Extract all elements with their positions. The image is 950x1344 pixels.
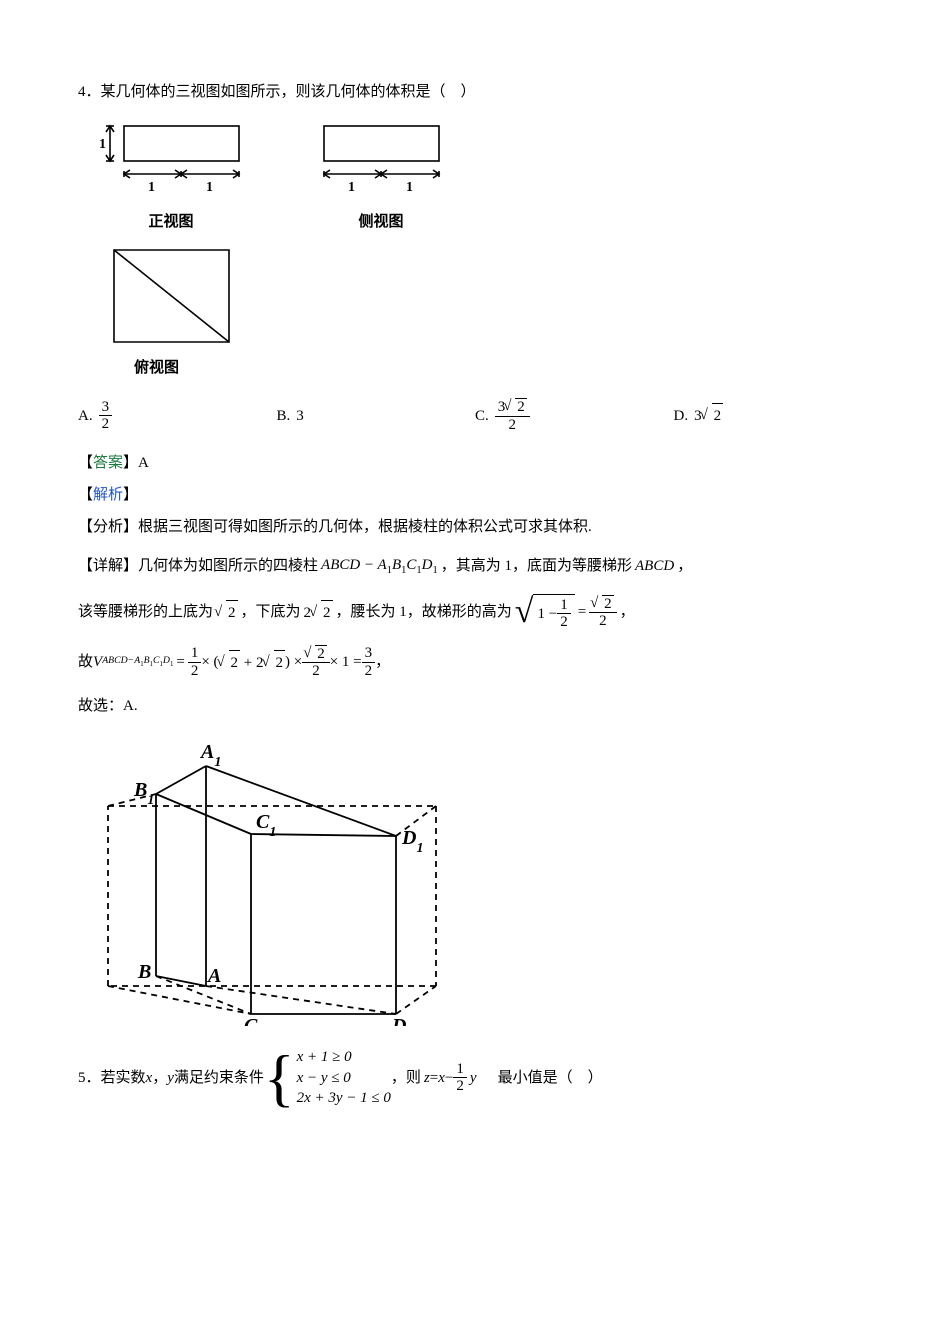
option-b: B. 3 <box>277 398 476 433</box>
svg-text:C: C <box>244 1015 258 1026</box>
svg-text:D1: D1 <box>401 827 423 856</box>
svg-text:B: B <box>137 961 151 983</box>
svg-text:B1: B1 <box>133 779 154 808</box>
side-view-label: 侧视图 <box>358 210 403 234</box>
answer-section: 【答案】A <box>78 451 872 475</box>
front-view-block: 1 1 1 正视图 <box>96 116 246 234</box>
prism-name: ABCD − A1B1C1D1 <box>318 553 441 580</box>
analysis-section: 【解析】 <box>78 483 872 507</box>
option-d: D. 32 <box>674 398 873 433</box>
q4-text: 某几何体的三视图如图所示，则该几何体的体积是（ ） <box>101 84 476 100</box>
svg-text:1: 1 <box>148 180 155 195</box>
detail-p4: 故选：A. <box>78 694 872 718</box>
side-view-svg: 1 1 <box>306 116 456 206</box>
front-view-svg: 1 1 1 <box>96 116 246 206</box>
solid-svg: A1 B1 C1 D1 B A C D <box>96 736 456 1026</box>
top-view-svg <box>96 242 246 352</box>
height-expr: √ 1 − 12 = 22 <box>512 594 620 631</box>
option-c-frac: 32 2 <box>495 398 530 433</box>
q4-stem: 4．某几何体的三视图如图所示，则该几何体的体积是（ ） <box>78 80 872 104</box>
front-view-label: 正视图 <box>148 210 193 234</box>
detail-p2: 该等腰梯形的上底为 2 ，下底为 22 ，腰长为 1，故梯形的高为 √ 1 − … <box>78 594 872 631</box>
q4-number: 4． <box>78 84 101 100</box>
detail-p1: 【详解】 几何体为如图所示的四棱柱 ABCD − A1B1C1D1 ，其高为 1… <box>78 553 872 580</box>
option-c: C. 32 2 <box>475 398 674 433</box>
svg-text:D: D <box>391 1015 406 1026</box>
detail-p3: 故 VABCD−A1B1C1D1 = 12 × ( 2 + 22 ) × 22 … <box>78 645 872 680</box>
svg-text:1: 1 <box>348 180 355 195</box>
option-a: A. 3 2 <box>78 398 277 433</box>
three-views: 1 1 1 正视图 <box>96 116 872 234</box>
option-a-frac: 3 2 <box>99 399 113 433</box>
objective: z = x − 12 y <box>421 1061 480 1095</box>
side-view-block: 1 1 侧视图 <box>306 116 456 234</box>
q5-stem: 5． 若实数 x，y 满足约束条件 { x + 1 ≥ 0 x − y ≤ 0 … <box>78 1046 872 1110</box>
top-view-block: 俯视图 <box>96 242 872 380</box>
svg-text:C1: C1 <box>256 811 276 840</box>
svg-text:A: A <box>206 965 221 987</box>
svg-text:1: 1 <box>406 180 413 195</box>
svg-text:1: 1 <box>206 180 213 195</box>
q4-options: A. 3 2 B. 3 C. 32 2 D. 32 <box>78 398 872 433</box>
base-name: ABCD <box>632 554 677 578</box>
solid-figure: A1 B1 C1 D1 B A C D <box>96 736 872 1026</box>
fenxi-section: 【分析】根据三视图可得如图所示的几何体，根据棱柱的体积公式可求其体积. <box>78 515 872 539</box>
top-view-label: 俯视图 <box>134 356 872 380</box>
svg-text:A1: A1 <box>199 741 221 770</box>
constraint-system: { x + 1 ≥ 0 x − y ≤ 0 2x + 3y − 1 ≤ 0 <box>264 1046 391 1110</box>
svg-text:1: 1 <box>99 137 106 152</box>
